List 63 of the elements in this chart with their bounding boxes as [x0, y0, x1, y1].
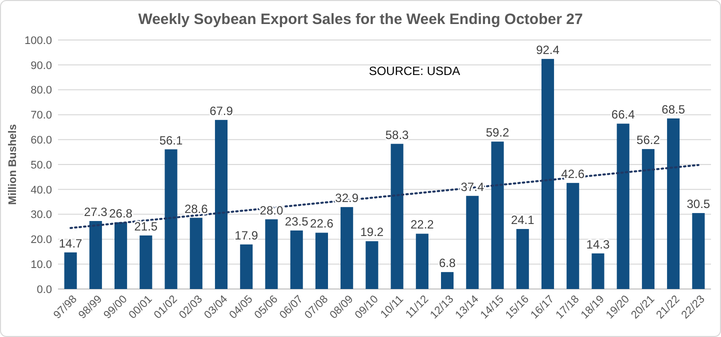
data-label: 42.6 [561, 166, 585, 181]
bar [692, 213, 705, 289]
data-label: 19.2 [360, 225, 384, 240]
data-label: 59.2 [486, 126, 510, 140]
data-label: 22.6 [310, 216, 334, 231]
y-tick-label: 70.0 [30, 110, 52, 122]
bar [340, 207, 354, 289]
data-label: 56.2 [636, 133, 660, 148]
bar [315, 232, 328, 289]
y-tick-label: 80.0 [30, 84, 52, 97]
data-label: 66.4 [611, 108, 636, 122]
data-label: 28.6 [184, 202, 208, 216]
y-tick-label: 100.0 [24, 34, 52, 47]
bar [140, 235, 152, 289]
data-label: 30.5 [686, 197, 710, 212]
bar [667, 118, 680, 289]
y-axis-title: Million Bushels [7, 124, 19, 205]
data-label: 6.8 [438, 256, 456, 270]
bar [441, 272, 454, 289]
annotation: SOURCE: USDA [368, 64, 460, 78]
bar [366, 241, 378, 289]
data-label: 26.8 [109, 206, 133, 220]
data-label: 92.4 [536, 42, 560, 57]
data-label: 68.5 [662, 102, 686, 116]
data-label: 14.7 [58, 236, 83, 250]
y-tick-label: 50.0 [30, 159, 52, 172]
y-tick-label: 10.0 [30, 258, 52, 271]
bar [190, 218, 202, 289]
bar [592, 253, 604, 289]
data-label: 17.9 [234, 228, 258, 242]
data-label: 67.9 [210, 104, 234, 118]
bar [491, 142, 504, 289]
y-tick-label: 0.0 [36, 284, 52, 296]
chart-title: Weekly Soybean Export Sales for the Week Ending October 27 [138, 11, 583, 28]
bar [642, 149, 654, 289]
bar [416, 234, 428, 289]
bar [265, 219, 278, 289]
bar [164, 149, 178, 289]
bar [89, 221, 102, 289]
data-label: 14.3 [586, 237, 610, 252]
bar [516, 228, 529, 289]
bar [566, 182, 580, 289]
y-tick-label: 90.0 [30, 60, 52, 72]
y-tick-label: 20.0 [30, 234, 52, 246]
bar [616, 124, 630, 289]
y-tick-label: 30.0 [30, 209, 52, 222]
data-label: 58.3 [385, 128, 410, 142]
data-label: 22.2 [410, 218, 434, 232]
data-label: 56.1 [159, 133, 184, 148]
bar [290, 230, 303, 289]
bar [466, 196, 479, 289]
data-label: 27.3 [84, 205, 108, 220]
data-label: 24.1 [510, 212, 535, 227]
bar [541, 58, 554, 289]
y-tick-label: 40.0 [30, 184, 52, 196]
bar [390, 144, 404, 289]
data-label: 21.5 [134, 219, 158, 234]
bar [64, 252, 77, 289]
bar [214, 120, 228, 289]
bar [240, 244, 253, 289]
data-label: 23.5 [284, 214, 309, 228]
y-tick-label: 60.0 [30, 134, 52, 146]
bar [114, 222, 128, 289]
